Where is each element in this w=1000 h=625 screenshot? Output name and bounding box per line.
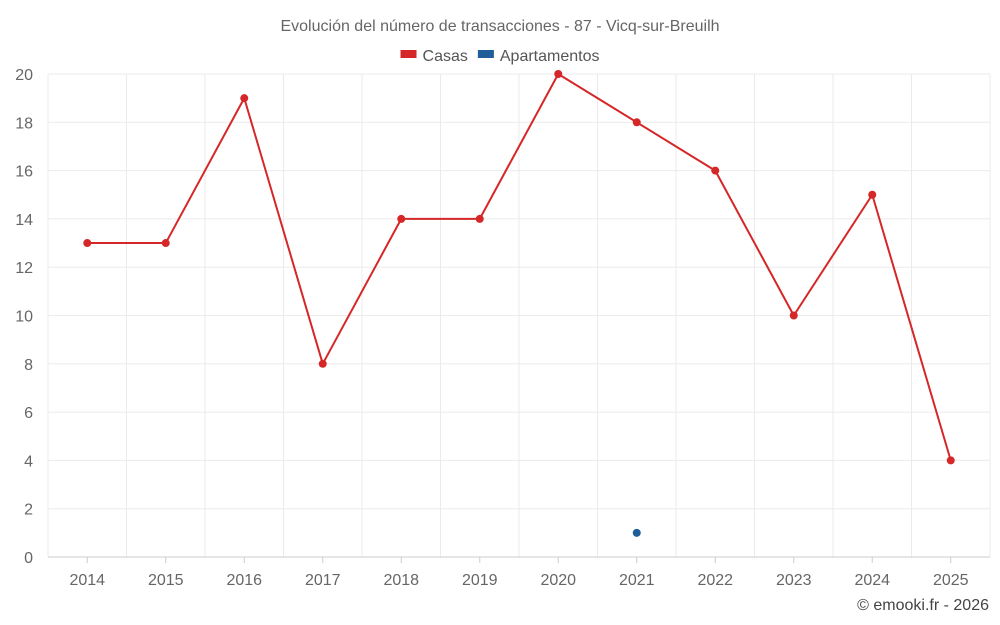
- x-tick-label: 2015: [148, 572, 184, 589]
- y-tick-label: 20: [15, 67, 33, 84]
- data-point[interactable]: [161, 239, 170, 248]
- series-line: [87, 73, 952, 461]
- y-tick-label: 8: [24, 357, 33, 374]
- x-tick-label: 2014: [69, 572, 105, 589]
- legend: Casas Apartamentos: [400, 48, 600, 65]
- data-point[interactable]: [83, 239, 92, 248]
- y-tick-label: 6: [24, 405, 33, 422]
- data-point[interactable]: [632, 528, 641, 537]
- chart-title: Evolución del número de transacciones - …: [280, 18, 719, 35]
- x-tick-label: 2024: [854, 572, 890, 589]
- series-casas: [83, 70, 955, 465]
- x-tick-label: 2022: [697, 572, 733, 589]
- x-tick-label: 2023: [776, 572, 812, 589]
- legend-swatch: [477, 50, 494, 58]
- data-point[interactable]: [711, 166, 720, 175]
- y-tick-label: 2: [24, 502, 33, 519]
- x-tick-label: 2017: [305, 572, 341, 589]
- legend-item-casas[interactable]: Casas: [400, 48, 468, 65]
- x-axis: 2014 2015 2016 2017 2018 2019 2020 2021 2022 2023…: [48, 556, 990, 589]
- x-tick-label: 2018: [383, 572, 419, 589]
- data-point[interactable]: [946, 456, 955, 465]
- y-tick-label: 14: [15, 212, 33, 229]
- series-apartamentos: [632, 528, 641, 537]
- credit-label: © emooki.fr - 2026: [857, 597, 989, 614]
- y-tick-label: 18: [15, 115, 33, 132]
- data-point[interactable]: [632, 118, 641, 127]
- data-point[interactable]: [397, 214, 406, 223]
- y-tick-label: 10: [15, 309, 33, 326]
- gridlines: [47, 73, 991, 558]
- y-tick-label: 12: [15, 260, 33, 277]
- x-tick-label: 2020: [540, 572, 576, 589]
- x-tick-label: 2025: [933, 572, 969, 589]
- y-tick-label: 4: [24, 453, 33, 470]
- data-point[interactable]: [240, 94, 249, 103]
- y-tick-label: 16: [15, 164, 33, 181]
- x-tick-label: 2019: [462, 572, 498, 589]
- legend-label: Casas: [423, 48, 468, 65]
- x-tick-label: 2021: [619, 572, 655, 589]
- y-axis: 0 2 4 6 8 10 12 14 16 18 20: [15, 67, 33, 567]
- legend-item-apartamentos[interactable]: Apartamentos: [477, 48, 600, 65]
- y-tick-label: 0: [24, 550, 33, 567]
- data-point[interactable]: [789, 311, 798, 320]
- legend-swatch: [400, 50, 417, 58]
- legend-label: Apartamentos: [500, 48, 600, 65]
- data-point[interactable]: [868, 190, 877, 199]
- data-point[interactable]: [475, 214, 484, 223]
- series-layer: [83, 70, 955, 537]
- x-tick-label: 2016: [226, 572, 262, 589]
- data-point[interactable]: [554, 70, 563, 78]
- data-point[interactable]: [318, 359, 327, 368]
